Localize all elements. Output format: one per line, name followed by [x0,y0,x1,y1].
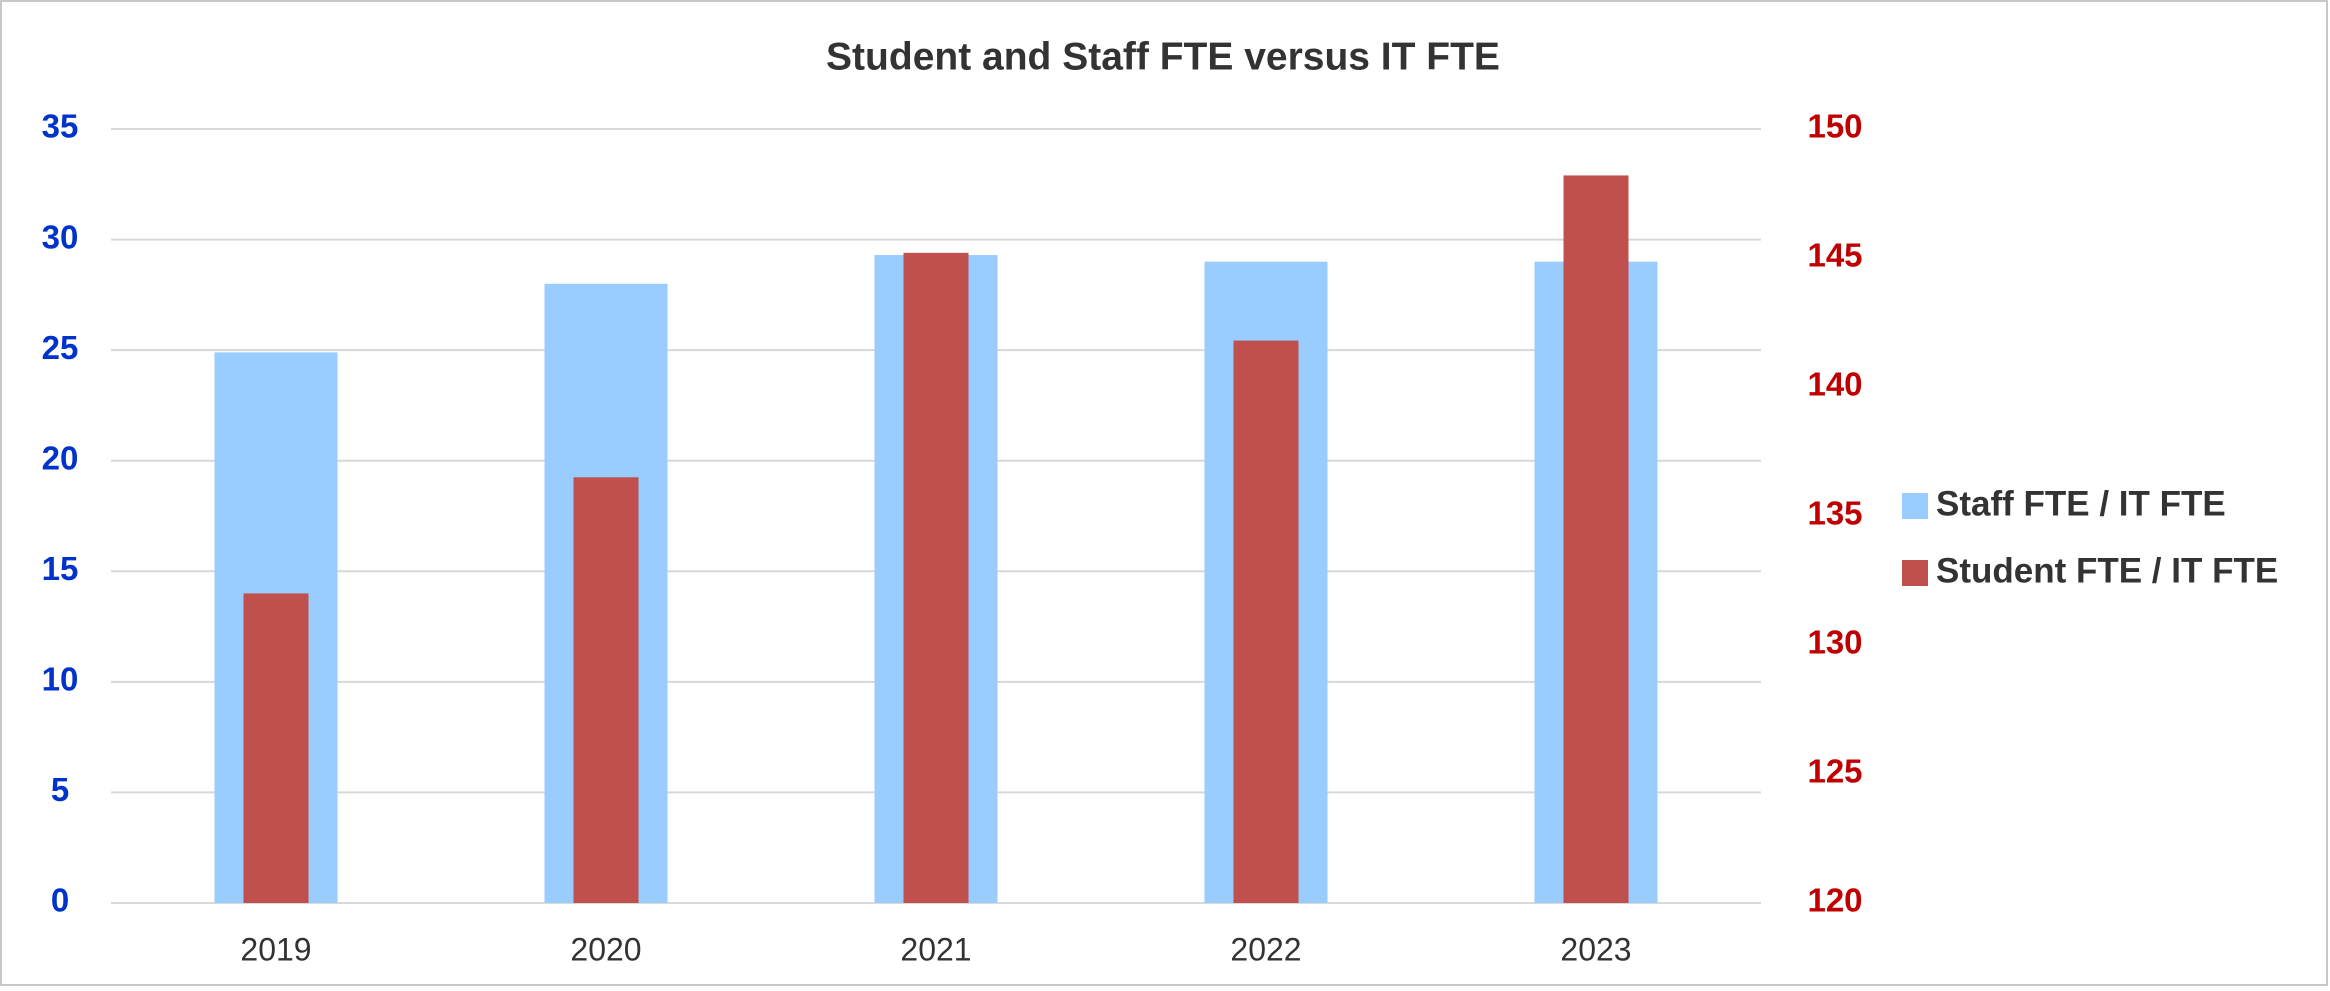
y2-tick-label: 130 [1807,624,1862,661]
y-tick-label: 25 [42,329,79,366]
x-tick-label: 2022 [1230,931,1301,967]
chart-title: Student and Staff FTE versus IT FTE [826,35,1500,78]
bar [1233,340,1299,903]
legend-swatch [1902,560,1928,586]
x-tick-label: 2020 [570,931,641,967]
y2-tick-label: 150 [1807,108,1862,145]
bar [243,593,309,903]
y2-tick-label: 140 [1807,366,1862,403]
x-tick-label: 2023 [1560,931,1631,967]
y-tick-label: 5 [51,771,69,808]
y-tick-label: 10 [42,661,79,698]
bar [903,252,969,904]
x-tick-label: 2021 [900,931,971,967]
y-tick-label: 35 [42,108,79,145]
y2-tick-label: 145 [1807,237,1862,274]
y-tick-label: 15 [42,550,79,587]
x-tick-label: 2019 [240,931,311,967]
legend-label: Student FTE / IT FTE [1936,551,2278,590]
y-tick-label: 20 [42,439,79,476]
y-tick-label: 0 [51,882,69,919]
y2-tick-label: 125 [1807,753,1862,790]
legend-label: Staff FTE / IT FTE [1936,484,2226,523]
bar [573,477,639,903]
legend-swatch [1902,493,1928,519]
bar [1563,175,1629,903]
y-tick-label: 30 [42,218,79,255]
y2-tick-label: 135 [1807,495,1862,532]
y2-tick-label: 120 [1807,882,1862,919]
